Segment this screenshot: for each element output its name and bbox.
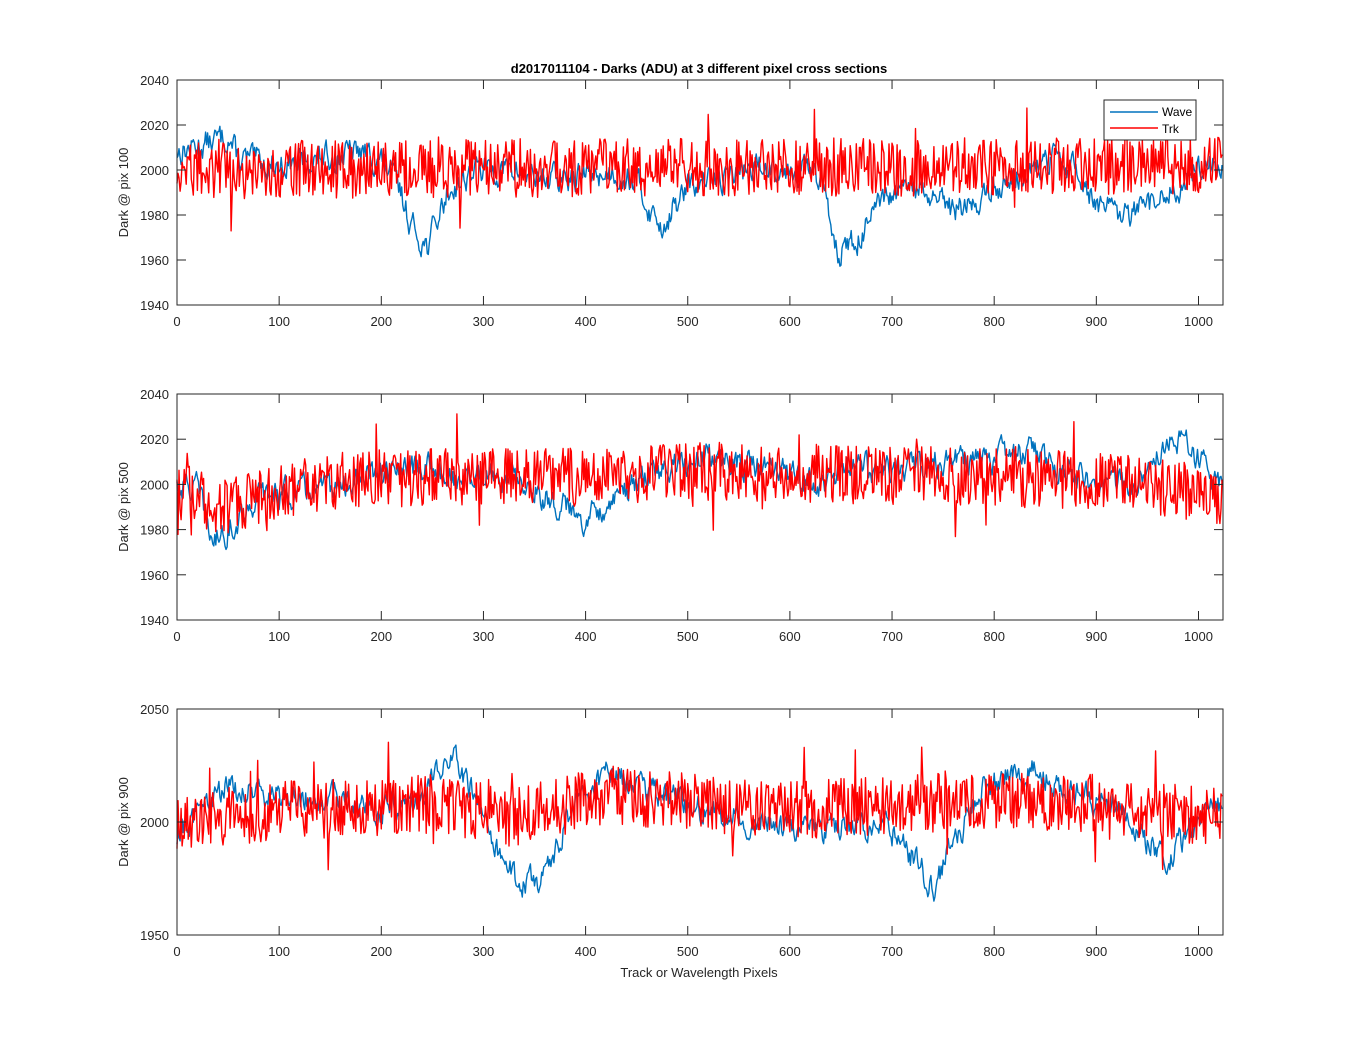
x-tick-label: 1000 bbox=[1184, 944, 1213, 959]
y-tick-label: 2000 bbox=[140, 477, 169, 492]
x-tick-label: 700 bbox=[881, 629, 903, 644]
x-tick-label: 0 bbox=[173, 629, 180, 644]
x-tick-label: 400 bbox=[575, 629, 597, 644]
x-tick-label: 800 bbox=[983, 944, 1005, 959]
y-tick-label: 1960 bbox=[140, 568, 169, 583]
x-tick-label: 100 bbox=[268, 629, 290, 644]
y-tick-label: 1980 bbox=[140, 208, 169, 223]
figure-title: d2017011104 - Darks (ADU) at 3 different… bbox=[511, 61, 887, 76]
y-axis-label: Dark @ pix 900 bbox=[116, 777, 131, 867]
x-tick-label: 500 bbox=[677, 629, 699, 644]
x-tick-label: 900 bbox=[1085, 944, 1107, 959]
plot-area bbox=[177, 394, 1223, 620]
y-axis-label: Dark @ pix 500 bbox=[116, 462, 131, 552]
axes-container: 0 100 200 300 400 500 600 700 800 900 100019401960… bbox=[116, 73, 1224, 959]
x-tick-label: 900 bbox=[1085, 314, 1107, 329]
y-tick-label: 2020 bbox=[140, 118, 169, 133]
y-tick-label: 2040 bbox=[140, 387, 169, 402]
y-tick-label: 2040 bbox=[140, 73, 169, 88]
y-tick-label: 2050 bbox=[140, 702, 169, 717]
x-tick-label: 600 bbox=[779, 314, 801, 329]
y-tick-label: 2000 bbox=[140, 815, 169, 830]
x-tick-label: 200 bbox=[370, 944, 392, 959]
legend-trk-label: Trk bbox=[1162, 122, 1180, 136]
x-axis-label: Track or Wavelength Pixels bbox=[620, 965, 778, 980]
y-tick-label: 1950 bbox=[140, 928, 169, 943]
x-tick-label: 300 bbox=[473, 944, 495, 959]
y-axis-label: Dark @ pix 100 bbox=[116, 148, 131, 238]
x-tick-label: 200 bbox=[370, 314, 392, 329]
axes-frame bbox=[176, 79, 1224, 306]
x-tick-label: 900 bbox=[1085, 629, 1107, 644]
y-tick-label: 1960 bbox=[140, 253, 169, 268]
axes-3[interactable]: 0 100 200 300 400 500 600 700 800 900 1000 1950 2000… bbox=[116, 702, 1224, 959]
legend[interactable]: Wave Trk bbox=[1103, 99, 1197, 141]
x-tick-label: 500 bbox=[677, 944, 699, 959]
legend-wave-label: Wave bbox=[1162, 105, 1193, 119]
x-tick-label: 700 bbox=[881, 314, 903, 329]
x-tick-label: 800 bbox=[983, 314, 1005, 329]
x-tick-label: 500 bbox=[677, 314, 699, 329]
y-tick-label: 1940 bbox=[140, 613, 169, 628]
x-tick-label: 100 bbox=[268, 944, 290, 959]
series-trk-line bbox=[176, 101, 1223, 232]
x-tick-label: 800 bbox=[983, 629, 1005, 644]
x-tick-label: 1000 bbox=[1184, 629, 1213, 644]
x-tick-label: 700 bbox=[881, 944, 903, 959]
series-trk-line bbox=[176, 413, 1223, 538]
legend-box bbox=[1103, 99, 1197, 141]
y-tick-label: 1940 bbox=[140, 298, 169, 313]
x-tick-label: 1000 bbox=[1184, 314, 1213, 329]
axes-2[interactable]: 0 100 200 300 400 500 600 700 800 900 1000 1940 1960… bbox=[116, 387, 1224, 644]
x-tick-label: 0 bbox=[173, 314, 180, 329]
x-tick-label: 100 bbox=[268, 314, 290, 329]
x-tick-label: 300 bbox=[473, 314, 495, 329]
x-tick-label: 200 bbox=[370, 629, 392, 644]
x-tick-label: 600 bbox=[779, 629, 801, 644]
y-tick-label: 2000 bbox=[140, 163, 169, 178]
x-tick-label: 400 bbox=[575, 944, 597, 959]
y-tick-label: 1980 bbox=[140, 523, 169, 538]
plot-area bbox=[177, 80, 1223, 305]
series-trk-line bbox=[176, 741, 1223, 871]
x-tick-label: 600 bbox=[779, 944, 801, 959]
axes-frame bbox=[176, 393, 1224, 621]
x-tick-label: 400 bbox=[575, 314, 597, 329]
y-tick-label: 2020 bbox=[140, 432, 169, 447]
x-tick-label: 300 bbox=[473, 629, 495, 644]
axes-1[interactable]: 0 100 200 300 400 500 600 700 800 900 1000 1940 1960… bbox=[116, 73, 1224, 329]
x-tick-label: 0 bbox=[173, 944, 180, 959]
